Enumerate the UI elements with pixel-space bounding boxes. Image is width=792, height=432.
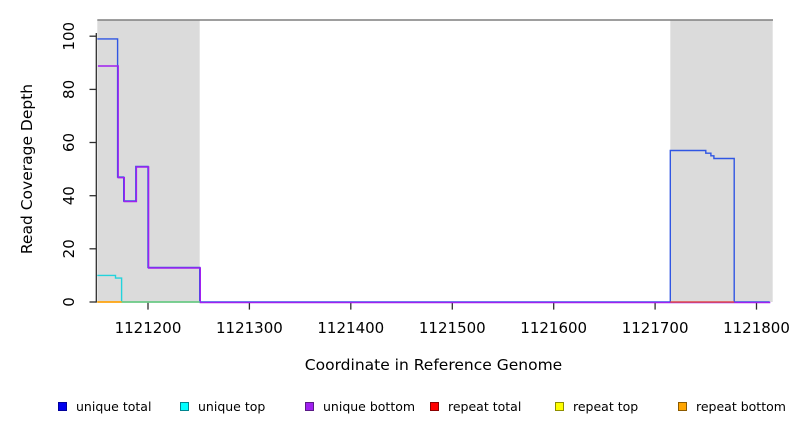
series-line: [97, 65, 771, 304]
x-tick-label: 1121500: [419, 319, 486, 337]
repeat-top-swatch-icon: [555, 401, 564, 411]
y-tick-label: 80: [60, 80, 78, 99]
x-axis-title: Coordinate in Reference Genome: [304, 356, 563, 374]
repeat-region-shading: [670, 20, 773, 302]
x-tick-label: 1121300: [216, 319, 283, 337]
x-tick-label: 1121200: [115, 319, 182, 337]
y-axis-title: Read Coverage Depth: [18, 83, 36, 255]
legend-item-unique-total: unique total: [58, 398, 151, 414]
legend-item-unique-bottom: unique bottom: [305, 398, 415, 414]
y-tick-label: 60: [60, 133, 78, 152]
legend-item-repeat-bottom: repeat bottom: [678, 398, 786, 414]
x-tick-label: 1121400: [317, 319, 384, 337]
x-tick-label: 1121800: [723, 319, 790, 337]
legend-label: unique top: [198, 398, 266, 414]
y-tick-label: 40: [60, 186, 78, 205]
repeat-bottom-swatch-icon: [678, 401, 687, 411]
unique-total-swatch-icon: [58, 401, 67, 411]
unique-top-swatch-icon: [180, 401, 189, 411]
legend-item-repeat-total: repeat total: [430, 398, 521, 414]
unique-bottom-swatch-icon: [305, 401, 314, 411]
legend-label: repeat total: [448, 398, 522, 414]
y-tick-label: 20: [60, 239, 78, 258]
legend-label: unique bottom: [323, 398, 416, 414]
y-tick-label: 0: [60, 297, 78, 307]
legend: unique total unique top unique bottom re…: [0, 396, 792, 422]
legend-item-repeat-top: repeat top: [555, 398, 638, 414]
legend-label: unique total: [76, 398, 152, 414]
y-tick-label: 100: [60, 22, 78, 51]
repeat-total-swatch-icon: [430, 401, 439, 411]
legend-item-unique-top: unique top: [180, 398, 265, 414]
x-tick-label: 1121700: [622, 319, 689, 337]
x-tick-label: 1121600: [520, 319, 587, 337]
legend-label: repeat top: [573, 398, 639, 414]
legend-label: repeat bottom: [696, 398, 786, 414]
coverage-plot-canvas: 0 20 40 60 80 100 1121200 1121300 1121400 1121500…: [60, 19, 790, 337]
